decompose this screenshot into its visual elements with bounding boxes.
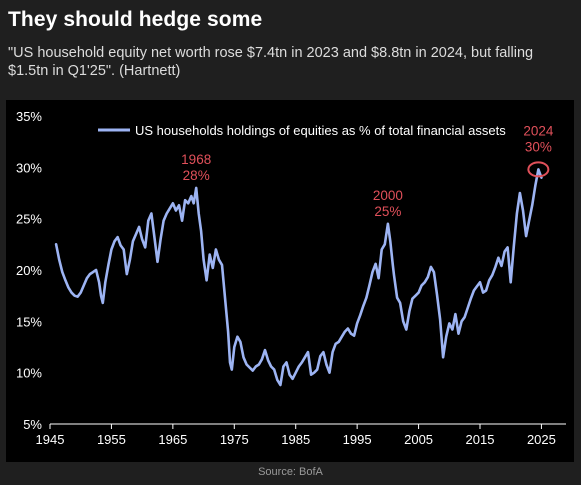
source-note: Source: BofA [258,466,323,478]
annotation-year: 2000 [373,188,403,203]
line-chart: 5% 10% 15% 20% 25% 30% 35% 1945 1955 1965 1975 198… [16,109,566,447]
annotation-value: 28% [183,168,210,183]
series-line [54,168,543,387]
legend: US households holdings of equities as % … [98,123,506,138]
chart-panel: 5% 10% 15% 20% 25% 30% 35% 1945 1955 1965 1975 198… [6,100,574,462]
y-tick-label: 10% [16,366,42,381]
x-tick-label: 1955 [97,432,126,447]
x-tick-label: 1945 [36,432,65,447]
annotation-year: 2024 [523,123,554,138]
y-tick-label: 35% [16,109,42,124]
annotation-circle [527,161,550,178]
y-tick-label: 15% [16,314,42,329]
y-tick-label: 20% [16,263,42,278]
x-tick-label: 1975 [220,432,249,447]
chart-title: They should hedge some [8,8,263,31]
x-axis: 1945 1955 1965 1975 1985 1995 2005 2015 2025 [36,423,566,447]
legend-label: US households holdings of equities as % … [135,123,506,138]
series-layer [54,168,543,387]
y-tick-label: 30% [16,160,42,175]
y-tick-label: 25% [16,212,42,227]
annotation-value: 25% [374,204,401,219]
annotation-value: 30% [525,139,552,154]
y-axis: 5% 10% 15% 20% 25% 30% 35% [16,109,42,432]
x-tick-label: 1995 [343,432,372,447]
annotation-year: 1968 [181,152,211,167]
x-tick-label: 2005 [404,432,433,447]
x-tick-label: 2015 [466,432,495,447]
chart-subtitle: "US household equity net worth rose $7.4… [8,45,534,79]
x-tick-label: 1985 [281,432,310,447]
y-tick-label: 5% [23,417,42,432]
x-tick-label: 1965 [158,432,187,447]
x-tick-label: 2025 [527,432,556,447]
